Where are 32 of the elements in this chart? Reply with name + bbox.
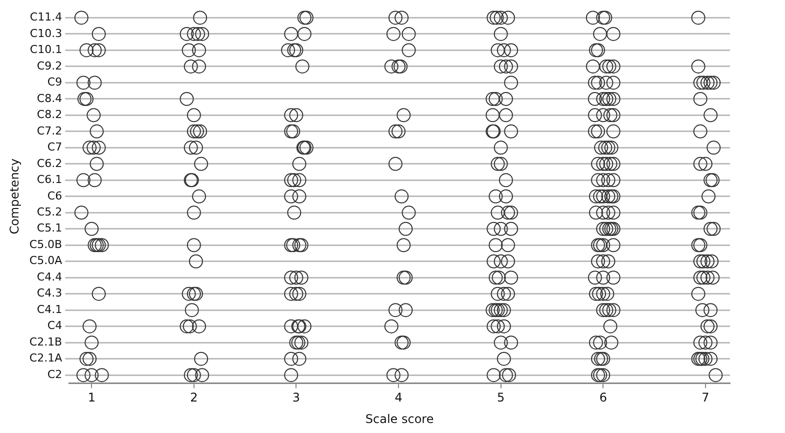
y-tick-label: C6.1 [36, 173, 62, 186]
x-tick-label: 3 [292, 390, 300, 405]
x-tick-label: 1 [88, 390, 96, 405]
y-tick-label: C10.1 [30, 43, 62, 56]
y-tick-label: C4 [47, 319, 62, 332]
y-tick-label: C7 [47, 140, 62, 154]
y-tick-label: C5.0A [29, 254, 63, 268]
y-tick-label: C4.4 [36, 270, 62, 284]
x-tick-label: 7 [702, 390, 710, 405]
y-tick-label: C5.2 [36, 206, 62, 219]
y-tick-label: C5.1 [36, 222, 62, 235]
y-tick-label: C5.0B [29, 238, 62, 251]
y-tick-label: C2.1A [29, 352, 63, 365]
x-tick-label: 6 [599, 390, 607, 405]
y-tick-label: C11.4 [30, 10, 62, 24]
y-tick-label: C7.2 [36, 124, 62, 138]
x-tick-label: 2 [190, 390, 198, 405]
y-tick-label: C9 [47, 76, 62, 89]
y-tick-label: C2 [47, 368, 62, 381]
y-axis-title: Competency [7, 158, 22, 234]
y-tick-label: C8.4 [36, 92, 62, 105]
y-tick-label: C10.3 [30, 26, 62, 40]
y-tick-label: C2.1B [29, 335, 62, 348]
x-tick-label: 4 [394, 390, 402, 405]
y-tick-label: C6.2 [36, 156, 62, 170]
y-tick-label: C4.1 [36, 302, 62, 316]
x-axis-title: Scale score [365, 412, 434, 426]
y-tick-label: C6 [47, 189, 62, 202]
x-tick-label: 5 [497, 390, 505, 405]
y-tick-label: C4.3 [36, 286, 62, 300]
y-tick-label: C9.2 [36, 59, 62, 72]
y-tick-label: C8.2 [36, 108, 62, 122]
